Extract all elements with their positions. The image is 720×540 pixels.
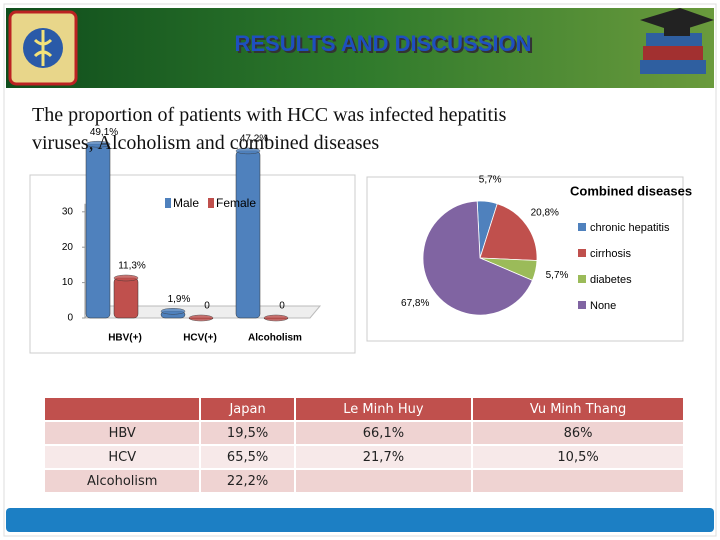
legend-swatch — [578, 275, 586, 283]
header-cell: Japan — [201, 398, 294, 420]
data-label: 49,1% — [90, 127, 118, 138]
table-row: Alcoholism 22,2% — [45, 470, 683, 492]
bar — [235, 150, 261, 319]
table-row: HBV 19,5% 66,1% 86% — [45, 422, 683, 444]
empty-cell — [473, 470, 683, 492]
bar-top — [160, 308, 186, 315]
cell: 86% — [473, 422, 683, 444]
header-cell: Vu Minh Thang — [473, 398, 683, 420]
bar-chart-frame — [29, 174, 356, 354]
footer-bar — [6, 508, 714, 532]
legend-swatch — [578, 223, 586, 231]
x-tick-label: Alcoholism — [248, 333, 302, 344]
legend-label: cirrhosis — [590, 248, 631, 260]
subtitle-line: The proportion of patients with HCC was … — [32, 104, 507, 126]
x-tick-label: HCV(+) — [183, 333, 217, 344]
y-tick-label: 0 — [67, 313, 73, 324]
data-label: 5,7% — [546, 270, 569, 281]
data-label: 0 — [204, 301, 210, 312]
bar-top — [85, 140, 111, 148]
books-icon — [640, 8, 714, 74]
row-label: HCV — [45, 446, 200, 468]
row-label: Alcoholism — [45, 470, 200, 492]
legend-label: diabetes — [590, 274, 632, 286]
pie-slice — [422, 200, 533, 316]
bar-top — [235, 147, 261, 155]
table-row: HCV 65,5% 21,7% 10,5% — [45, 446, 683, 468]
slide-border — [3, 3, 717, 537]
slide-title: RESULTS AND DISCUSSION — [234, 31, 531, 56]
cell: 19,5% — [201, 422, 294, 444]
bar-top — [188, 314, 214, 322]
bar-top — [113, 274, 139, 282]
legend-swatch — [578, 249, 586, 257]
legend-label: Female — [216, 196, 256, 210]
header-cell — [45, 398, 200, 420]
cell: 22,2% — [201, 470, 294, 492]
data-label: 5,7% — [479, 174, 502, 185]
legend-label: chronic hepatitis — [590, 222, 670, 234]
comparison-table: Japan Le Minh Huy Vu Minh Thang HBV 19,5… — [43, 396, 685, 494]
y-tick-label: 20 — [62, 242, 74, 253]
cell: 66,1% — [295, 422, 472, 444]
legend-swatch — [165, 198, 171, 208]
cell: 21,7% — [295, 446, 472, 468]
subtitle-line: viruses, Alcoholism and combined disease… — [32, 132, 380, 154]
x-tick-label: HBV(+) — [108, 333, 142, 344]
bar-top — [263, 314, 289, 322]
empty-cell — [295, 470, 472, 492]
bar — [113, 277, 139, 319]
y-tick-label: 30 — [62, 206, 74, 217]
legend-label: None — [590, 300, 616, 312]
row-label: HBV — [45, 422, 200, 444]
y-tick-label: 10 — [62, 277, 74, 288]
cell: 10,5% — [473, 446, 683, 468]
cell: 65,5% — [201, 446, 294, 468]
banner — [6, 8, 714, 88]
pie-slice — [479, 203, 538, 261]
data-label: 20,8% — [531, 207, 559, 218]
legend-swatch — [578, 301, 586, 309]
title-shadow: RESULTS AND DISCUSSION — [236, 33, 533, 58]
header-cell: Le Minh Huy — [295, 398, 472, 420]
table-header: Japan Le Minh Huy Vu Minh Thang — [45, 398, 683, 420]
pie-title: Combined diseases — [570, 183, 692, 198]
data-label: 67,8% — [401, 298, 429, 309]
legend-swatch — [208, 198, 214, 208]
legend-label: Male — [173, 196, 199, 210]
bar — [85, 143, 111, 319]
data-label: 11,3% — [118, 261, 146, 272]
data-label: 0 — [279, 301, 285, 312]
logo-caduceus — [33, 30, 53, 66]
data-label: 1,9% — [168, 294, 191, 305]
data-label: 47,2% — [240, 134, 268, 145]
